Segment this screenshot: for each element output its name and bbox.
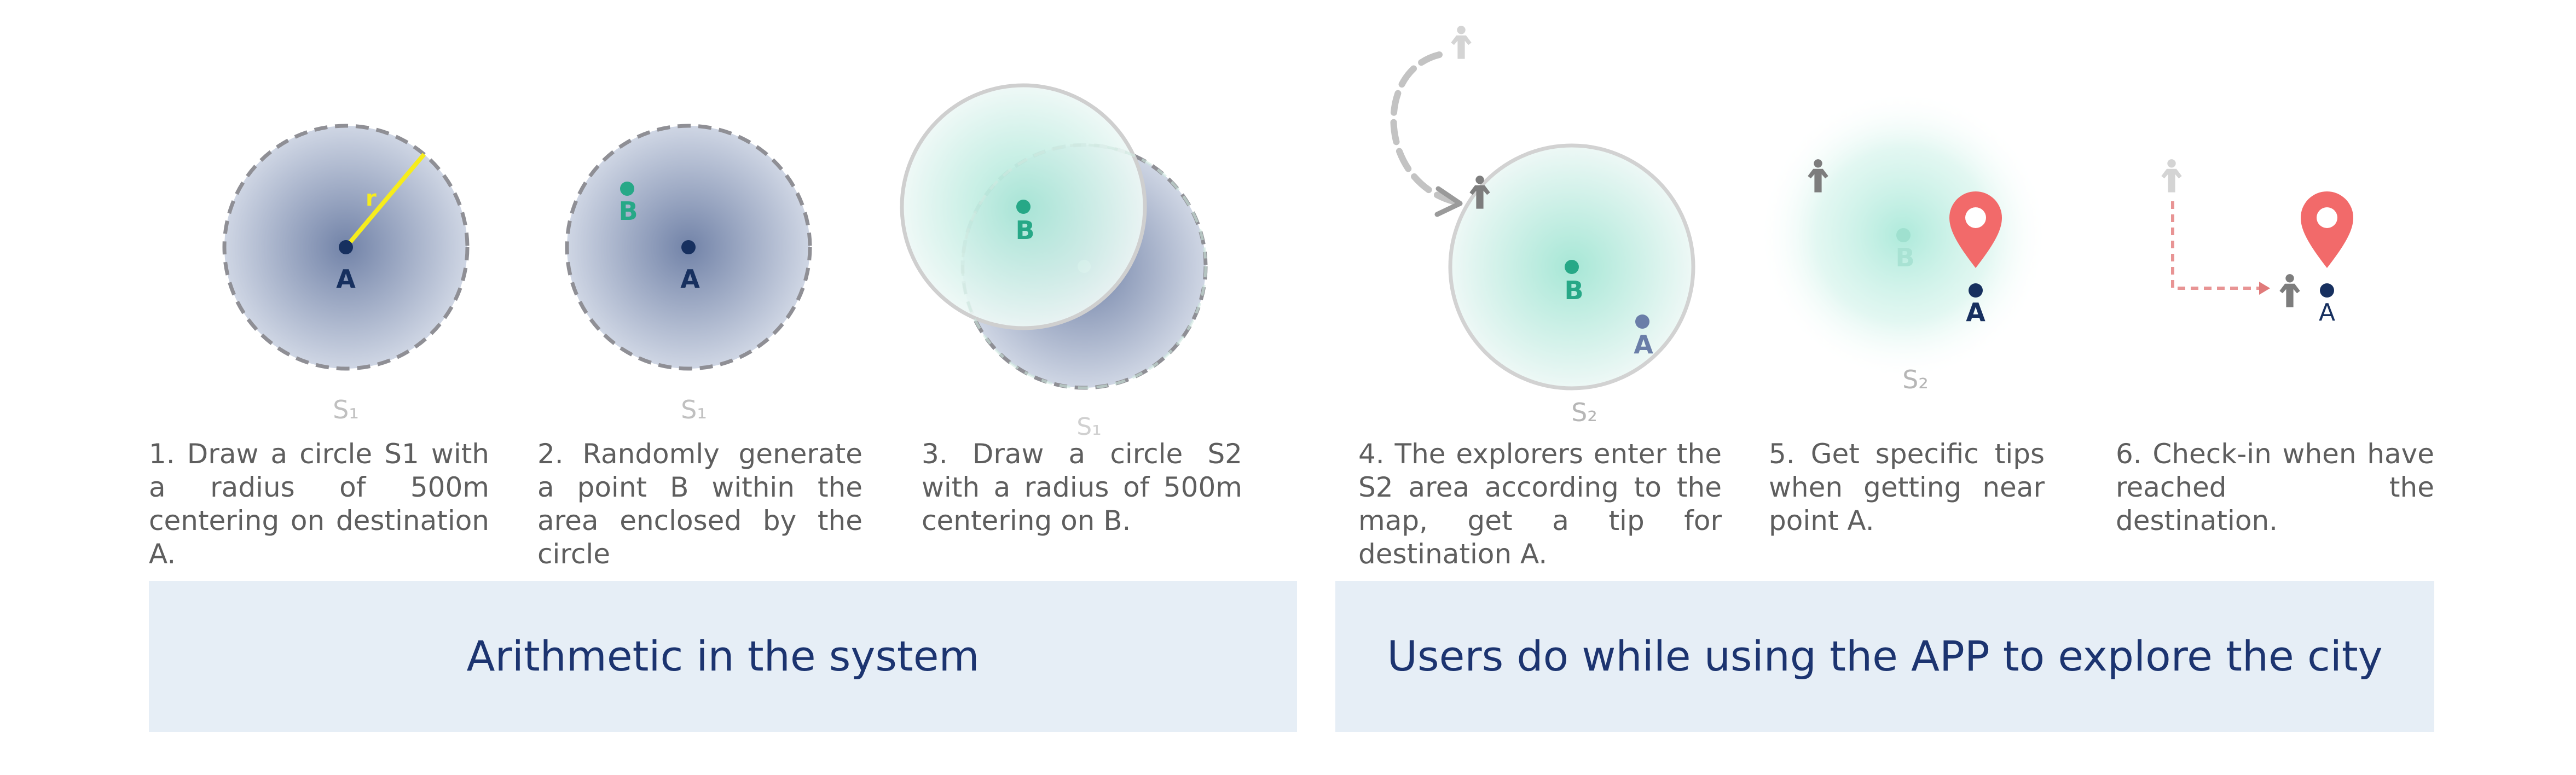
radius-label: r <box>366 186 377 211</box>
step-2-graphic: A B S₁ <box>565 124 812 424</box>
point-b-label: B <box>618 196 638 226</box>
person-icon <box>2161 159 2182 193</box>
dashed-path-arrow <box>2171 201 2266 290</box>
point-b-dot <box>1565 260 1579 274</box>
point-a-dot <box>681 240 696 254</box>
step-2-description: 2. Randomly generate a point B within th… <box>537 438 862 570</box>
point-a-label: A <box>1634 330 1653 359</box>
circle-s1-outline-ghost <box>961 143 1207 389</box>
step-4-description: 4. The explorers enter the S2 area accor… <box>1358 438 1722 570</box>
s2-label: S₂ <box>1571 398 1597 427</box>
arrow-head <box>1434 186 1463 217</box>
banner-users-title: Users do while using the APP to explore … <box>1387 632 2383 680</box>
point-a-label: A <box>336 264 356 294</box>
step-6-description: 6. Check-in when have reached the destin… <box>2116 438 2434 537</box>
s1-label: S₁ <box>1076 413 1102 441</box>
point-a-dot <box>2320 283 2334 298</box>
pin-hole <box>1965 207 1986 228</box>
s2-label: S₂ <box>1902 365 1929 394</box>
point-a-dot <box>1635 314 1649 329</box>
point-a-dot <box>1969 283 1983 298</box>
step-5-graphic: B A S₂ <box>1758 90 2048 394</box>
banner-system-title: Arithmetic in the system <box>466 632 980 680</box>
step-3-graphic: B S₁ <box>900 83 1208 441</box>
radius-line <box>344 153 426 249</box>
arrow-head <box>2259 282 2270 295</box>
point-b-label: B <box>1015 215 1034 245</box>
location-pin-icon <box>2301 191 2353 268</box>
s1-label: S₁ <box>333 395 359 424</box>
dashed-arrow-icon <box>1390 51 1456 205</box>
point-b-dot <box>1016 200 1031 214</box>
step-5-description: 5. Get specific tips when getting near p… <box>1769 438 2045 537</box>
point-b-dot <box>1896 228 1911 242</box>
person-icon <box>2279 274 2300 307</box>
step-1-graphic: r A S₁ <box>222 124 470 424</box>
step-3-description: 3. Draw a circle S2 with a radius of 500… <box>922 438 1242 537</box>
point-b-label: B <box>1564 276 1583 305</box>
step-4-graphic: B A S₂ <box>1390 26 1695 427</box>
person-icon <box>1451 26 1472 59</box>
point-a-label: A <box>1966 298 1985 327</box>
banner-users: Users do while using the APP to explore … <box>1335 581 2434 732</box>
step-6-graphic: A <box>2161 159 2353 327</box>
pin-hole <box>2317 207 2337 228</box>
point-a-label: A <box>680 264 700 294</box>
location-pin-icon <box>1949 191 2002 268</box>
banner-system: Arithmetic in the system <box>149 581 1297 732</box>
s1-label: S₁ <box>681 395 707 424</box>
step-1-description: 1. Draw a circle S1 with a radius of 500… <box>149 438 489 570</box>
point-b-label: B <box>1895 243 1914 272</box>
point-b-dot <box>620 182 634 196</box>
point-a-dot <box>339 240 353 254</box>
point-a-label: A <box>2319 299 2335 327</box>
